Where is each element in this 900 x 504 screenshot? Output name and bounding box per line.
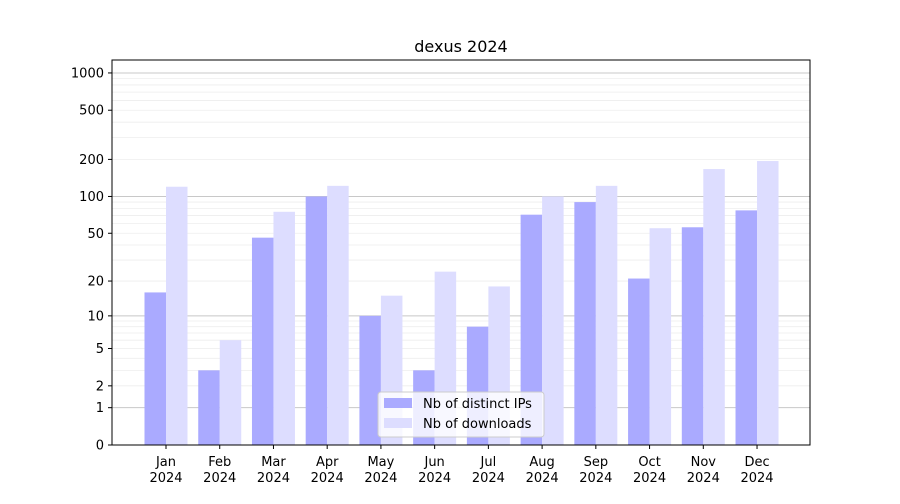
x-tick-label: Nov 2024 — [687, 455, 720, 486]
x-tick-label: Jul 2024 — [472, 455, 505, 486]
x-tick-label: Feb 2024 — [203, 455, 236, 486]
y-tick-label: 0 — [96, 439, 104, 454]
bar-distinct-ips — [144, 292, 166, 445]
bar-distinct-ips — [305, 196, 328, 445]
bar-distinct-ips — [628, 278, 650, 445]
y-tick-label: 20 — [87, 275, 104, 290]
legend-swatch — [384, 418, 412, 428]
legend-label: Nb of downloads — [423, 417, 532, 432]
bar-downloads — [327, 185, 349, 446]
y-tick-label: 1 — [96, 401, 104, 416]
chart-title: dexus 2024 — [414, 37, 507, 56]
x-tick-label: May 2024 — [364, 455, 397, 486]
y-tick-label: 2 — [96, 379, 104, 394]
y-tick-label: 100 — [79, 190, 104, 205]
bar-distinct-ips — [359, 315, 381, 445]
legend-box — [377, 391, 545, 438]
bar-downloads — [166, 186, 188, 445]
bar-downloads — [273, 211, 295, 445]
bar-distinct-ips — [251, 237, 274, 445]
x-tick-label: Apr 2024 — [311, 455, 344, 486]
bar-downloads — [595, 185, 618, 446]
x-tick-label: Oct 2024 — [633, 455, 666, 486]
y-tick-label: 50 — [87, 227, 104, 242]
y-tick-label: 500 — [79, 104, 104, 119]
x-tick-label: Mar 2024 — [257, 455, 290, 486]
bar-distinct-ips — [520, 214, 543, 445]
y-tick-label: 200 — [79, 153, 104, 168]
bar-downloads — [757, 161, 779, 445]
bar-distinct-ips — [574, 202, 596, 445]
x-tick-label: Sep 2024 — [579, 455, 612, 486]
x-tick-label: Aug 2024 — [526, 455, 559, 486]
bar-downloads — [219, 340, 242, 445]
x-tick-label: Dec 2024 — [740, 455, 773, 486]
bar-downloads — [703, 169, 725, 445]
y-tick-label: 5 — [96, 342, 104, 357]
legend-label: Nb of distinct IPs — [423, 397, 532, 412]
y-tick-label: 1000 — [71, 66, 104, 81]
x-tick-label: Jan 2024 — [149, 455, 182, 486]
bar-distinct-ips — [198, 370, 220, 445]
bar-downloads — [542, 196, 564, 445]
bar-downloads — [649, 228, 672, 445]
legend: Nb of distinct IPs Nb of downloads — [377, 391, 545, 438]
plot-frame — [111, 59, 811, 446]
x-tick-label: Jun 2024 — [418, 455, 451, 486]
bar-distinct-ips — [735, 210, 758, 445]
y-tick-label: 10 — [87, 309, 104, 324]
legend-swatch — [384, 398, 412, 408]
bar-distinct-ips — [681, 227, 704, 445]
